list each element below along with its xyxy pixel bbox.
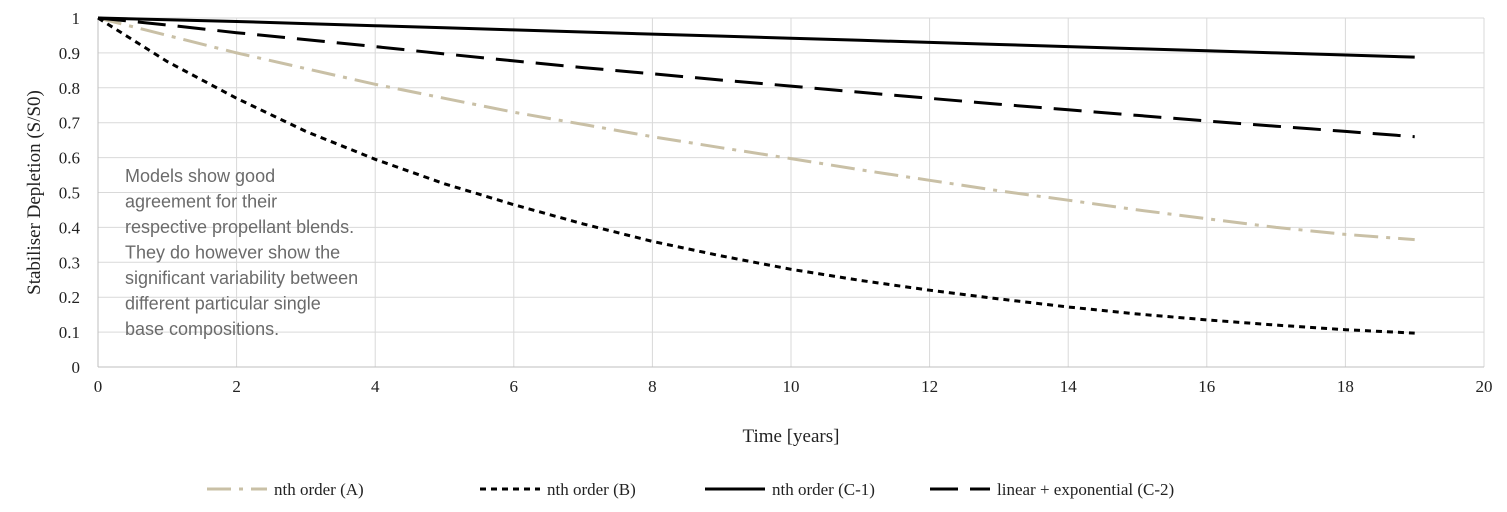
annotation-text: Models show good agreement for their respe… (125, 166, 358, 339)
legend-label: linear + exponential (C-2) (997, 480, 1174, 499)
annotation-line: respective propellant blends. (125, 217, 354, 237)
x-tick-label: 4 (371, 377, 380, 396)
x-tick-label: 12 (921, 377, 938, 396)
y-tick-label: 1 (72, 9, 81, 28)
series-line-1 (97, 16, 1415, 242)
x-tick-label: 10 (783, 377, 800, 396)
y-tick-label: 0.5 (59, 184, 80, 203)
y-tick-label: 0.4 (59, 218, 81, 237)
x-tick-label: 2 (232, 377, 241, 396)
y-tick-label: 0.6 (59, 149, 80, 168)
x-tick-label: 18 (1337, 377, 1354, 396)
x-tick-label: 6 (510, 377, 519, 396)
annotation-line: different particular single (125, 294, 321, 314)
x-tick-label: 16 (1198, 377, 1215, 396)
y-tick-label: 0.7 (59, 114, 81, 133)
axes: 0 2 4 6 8 10 12 14 16 18 20 0 0.1 0.2 0.3 0.4 0.5 0.6 0.7 0… (59, 9, 1493, 396)
legend: nth order (A) nth order (B) nth order (C-1… (207, 480, 1174, 499)
y-tick-label: 0.3 (59, 253, 80, 272)
y-tick-label: 0.2 (59, 288, 80, 307)
annotation-line: base compositions. (125, 319, 279, 339)
legend-label: nth order (B) (547, 480, 636, 499)
series-line-2 (97, 16, 1415, 335)
y-tick-label: 0.9 (59, 44, 80, 63)
series-line-3 (97, 16, 1415, 59)
annotation-line: Models show good (125, 166, 275, 186)
series-lines (97, 16, 1415, 335)
grid (98, 17, 1485, 367)
annotation-line: significant variability between (125, 268, 358, 288)
y-axis-title: Stabiliser Depletion (S/S0) (24, 90, 45, 295)
annotation-line: agreement for their (125, 192, 277, 212)
y-tick-label: 0.8 (59, 79, 80, 98)
legend-label: nth order (A) (274, 480, 364, 499)
x-axis-title: Time [years] (743, 426, 840, 447)
y-tick-label: 0 (72, 358, 81, 377)
x-tick-label: 20 (1476, 377, 1493, 396)
y-tick-label: 0.1 (59, 323, 80, 342)
legend-label: nth order (C-1) (772, 480, 875, 499)
x-tick-label: 14 (1060, 377, 1078, 396)
x-tick-label: 8 (648, 377, 657, 396)
x-tick-label: 0 (94, 377, 103, 396)
series-line-4 (97, 16, 1415, 139)
annotation-line: They do however show the (125, 243, 340, 263)
